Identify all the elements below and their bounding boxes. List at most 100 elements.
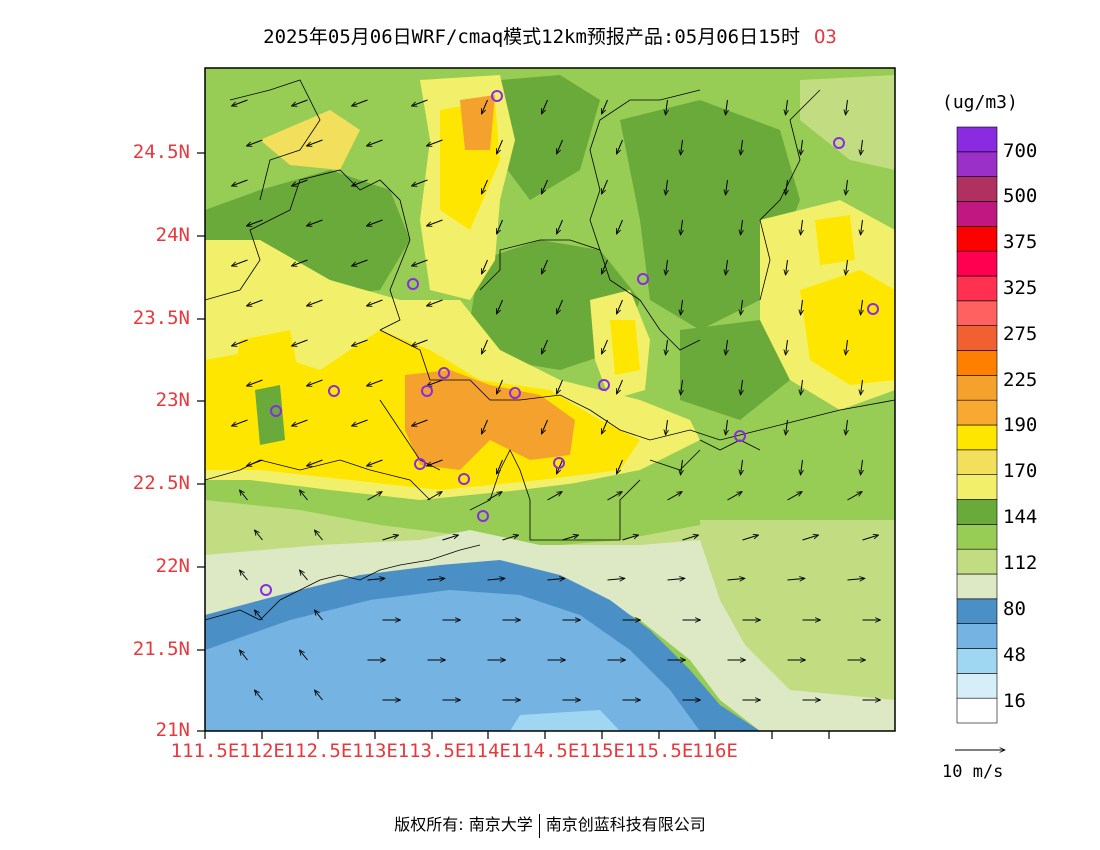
wind-vector [315, 690, 323, 701]
wind-vector [726, 99, 728, 115]
lon-label: 113E [352, 740, 398, 762]
wind-vector [727, 578, 745, 580]
legend-swatch [956, 449, 998, 475]
page-title: 2025年05月06日WRF/cmaq模式12km预报产品:05月06日15时 O… [0, 22, 1100, 49]
wind-vector [741, 139, 743, 155]
legend-swatch [956, 474, 998, 500]
wind-vector [255, 690, 263, 701]
station-marker [637, 273, 649, 285]
station-marker [553, 457, 565, 469]
wind-vector [846, 179, 848, 195]
wind-vector [666, 419, 668, 435]
legend-swatch [956, 275, 998, 302]
wind-vector [412, 99, 428, 106]
wind-vector [232, 339, 248, 346]
legend-swatch [956, 325, 998, 351]
wind-vector [307, 379, 323, 386]
wind-vector [846, 419, 848, 435]
species-label: O3 [813, 26, 837, 48]
wind-vector [861, 299, 863, 315]
wind-vector [607, 492, 623, 501]
wind-vector [802, 535, 819, 541]
lat-label: 23N [155, 389, 190, 411]
wind-vector [667, 492, 683, 501]
wind-vector [412, 419, 428, 426]
wind-vector [240, 570, 248, 581]
wind-vector [861, 219, 863, 235]
wind-vector [681, 219, 683, 235]
wind-vector [232, 179, 248, 186]
legend-label: 225 [1003, 369, 1038, 391]
wind-reference-label: 10 m/s [942, 762, 1004, 782]
wind-vector [367, 139, 383, 146]
station-marker [458, 473, 470, 485]
wind-vector [542, 179, 548, 194]
lon-label: 112.5E [283, 740, 353, 762]
lat-label: 22N [155, 555, 190, 577]
wind-vector [307, 219, 323, 226]
wind-vector [367, 219, 383, 226]
station-marker [491, 90, 503, 102]
wind-vector [602, 99, 608, 114]
wind-vector [786, 419, 788, 435]
wind-vector [247, 459, 263, 466]
wind-vector [352, 179, 368, 186]
wind-vector [367, 379, 383, 386]
wind-vector [367, 492, 383, 501]
wind-vector [861, 139, 863, 155]
wind-vector [367, 299, 383, 306]
legend-swatch [956, 697, 998, 724]
legend-swatch [956, 673, 998, 699]
wind-vector [300, 490, 308, 501]
wind-vector [787, 492, 803, 501]
station-marker [598, 379, 610, 391]
wind-vector [487, 578, 505, 580]
lat-label: 24.5N [132, 141, 190, 163]
legend-swatch [956, 648, 998, 674]
wind-vector [542, 339, 548, 354]
wind-vector [300, 570, 308, 581]
wind-vector [307, 299, 323, 306]
title-text: 2025年05月06日WRF/cmaq模式12km预报产品:05月06日15时 [263, 26, 800, 48]
wind-vector [412, 259, 428, 266]
wind-vector [232, 99, 248, 106]
wind-vector [502, 535, 519, 541]
wind-vector [562, 535, 579, 541]
wind-vector [427, 492, 443, 501]
wind-vector [666, 339, 668, 355]
wind-vector [247, 379, 263, 386]
wind-vector [497, 299, 503, 314]
legend-swatch [956, 151, 998, 177]
wind-vector [741, 459, 743, 475]
wind-vector [786, 259, 788, 275]
station-marker [270, 405, 282, 417]
wind-vector [412, 339, 428, 346]
wind-vector [557, 299, 563, 314]
wind-vector [352, 259, 368, 266]
lat-label: 21.5N [132, 638, 190, 660]
wind-vector [292, 179, 308, 186]
wind-vector [352, 99, 368, 106]
wind-vector [497, 139, 503, 154]
legend-swatch [956, 350, 998, 376]
wind-vector [427, 379, 443, 386]
wind-vector [602, 419, 608, 434]
wind-vector [617, 459, 623, 474]
legend-label: 190 [1003, 414, 1038, 436]
legend-swatch [956, 424, 998, 451]
lon-label: 114E [465, 740, 511, 762]
station-marker [260, 584, 272, 596]
copyright: 版权所有: 南京大学 南京创蓝科技有限公司 [0, 811, 1100, 838]
station-marker [438, 367, 450, 379]
wind-vector [622, 535, 639, 541]
legend-swatch [956, 573, 998, 600]
wind-vector [427, 219, 443, 226]
wind-vector [247, 219, 263, 226]
legend-label: 112 [1003, 552, 1038, 574]
legend-swatch [956, 524, 998, 550]
wind-vector [617, 219, 623, 234]
boundary-lines [205, 79, 895, 621]
wind-vector [427, 139, 443, 146]
wind-vector [542, 419, 548, 434]
